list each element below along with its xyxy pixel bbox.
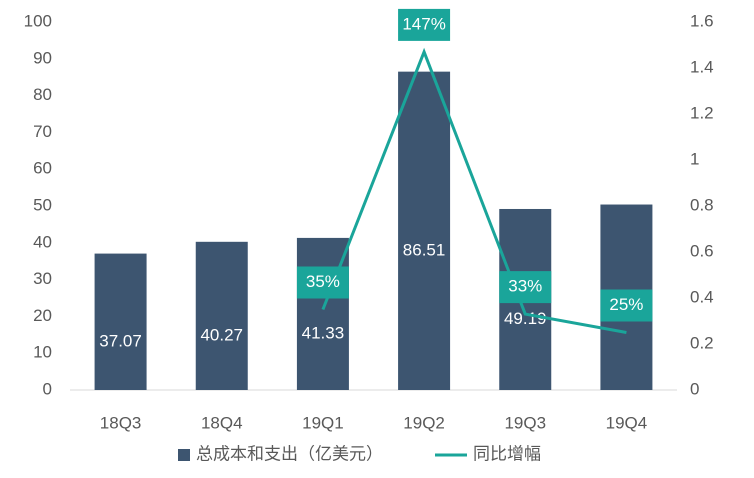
line-value-label: 25%: [609, 295, 643, 314]
y-tick-label: 60: [33, 159, 52, 178]
line-label-box: [296, 266, 349, 299]
legend-swatch: [178, 449, 190, 461]
y-tick-label: 0: [43, 379, 52, 398]
line-value-label: 35%: [306, 272, 340, 291]
y-tick-label: 40: [33, 232, 52, 251]
x-tick-label: 19Q1: [302, 413, 344, 432]
x-tick-label: 19Q2: [403, 413, 445, 432]
y2-tick-label: 0: [690, 379, 699, 398]
bar-value-label: 86.51: [403, 240, 446, 259]
y2-tick-label: 1: [690, 149, 699, 168]
y2-tick-label: 0.4: [690, 287, 714, 306]
line: [321, 47, 627, 334]
y2-tick-label: 0.2: [690, 333, 714, 352]
y2-tick-label: 1.4: [690, 57, 714, 76]
line-label-box: [600, 289, 653, 322]
line-value-label: 33%: [508, 277, 542, 296]
line-label-box: [499, 271, 552, 304]
y-tick-label: 80: [33, 85, 52, 104]
line-label-box: [398, 8, 451, 41]
y2-tick-label: 0.8: [690, 195, 714, 214]
line-value-label: 147%: [402, 14, 445, 33]
x-tick-label: 19Q3: [504, 413, 546, 432]
x-tick-label: 18Q4: [201, 413, 243, 432]
y-tick-label: 100: [24, 11, 52, 30]
x-tick-label: 18Q3: [100, 413, 142, 432]
x-tick-label: 19Q4: [606, 413, 648, 432]
y-tick-label: 30: [33, 269, 52, 288]
bar: [398, 71, 451, 391]
y-tick-label: 20: [33, 306, 52, 325]
y-tick-label: 50: [33, 195, 52, 214]
bar-value-label: 41.33: [302, 323, 345, 342]
y2-tick-label: 1.2: [690, 103, 714, 122]
y-tick-label: 10: [33, 343, 52, 362]
y2-tick-label: 1.6: [690, 11, 714, 30]
y-tick-label: 90: [33, 48, 52, 67]
bar-value-label: 37.07: [99, 331, 142, 350]
legend-label: 总成本和支出（亿美元）: [196, 444, 383, 463]
bar: [94, 253, 147, 390]
legend-label: 同比增幅: [473, 444, 541, 463]
y2-tick-label: 0.6: [690, 241, 714, 260]
y-tick-label: 70: [33, 122, 52, 141]
bar-value-label: 40.27: [200, 325, 243, 344]
bar: [195, 241, 248, 390]
bar-value-label: 49.19: [504, 309, 547, 328]
